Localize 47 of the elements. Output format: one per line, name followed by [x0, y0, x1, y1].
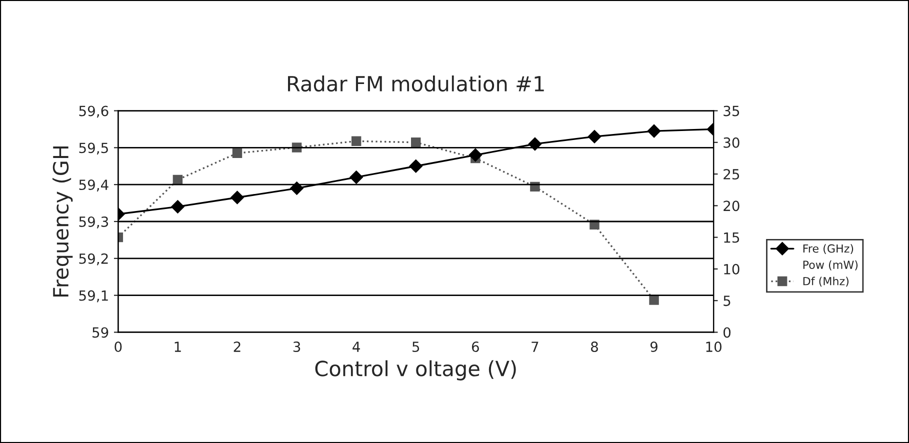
y2-tick-label: 25	[724, 169, 740, 180]
y-tick-label: 59,4	[79, 180, 108, 192]
y-tick-label: 59	[92, 327, 108, 338]
point	[351, 136, 362, 146]
y-tick-label: 59,1	[79, 290, 108, 302]
legend-label: Df (Mhz)	[803, 276, 848, 287]
y-tick-label: 59,2	[79, 253, 108, 266]
point	[528, 137, 542, 151]
point	[230, 190, 244, 204]
text: Pow (mW)	[803, 260, 858, 270]
x-tick-label: 2	[234, 342, 240, 352]
point	[649, 295, 659, 305]
y2-tick-label: 0	[724, 327, 731, 338]
y-tick-label: 59,6	[79, 106, 108, 118]
x-tick-label: 0	[114, 342, 122, 352]
y-axis-title: Frequency (GH	[52, 146, 73, 297]
y2-tick-label: 5	[724, 296, 730, 306]
x-tick-label: 6	[472, 342, 479, 352]
x-tick-label: 10	[706, 342, 722, 352]
x-axis-title: Control v oltage (V)	[315, 360, 516, 380]
x-tick-label: 9	[650, 342, 658, 352]
chart-title: Radar FM modulation #1	[288, 75, 544, 92]
y-tick-label: 59,5	[79, 142, 108, 155]
point	[468, 148, 482, 162]
x-tick-label: 1	[174, 342, 181, 352]
y2-tick-label: 35	[724, 106, 740, 116]
point	[411, 138, 421, 148]
point	[172, 174, 183, 185]
legend-label: Fre (GHz)	[803, 244, 854, 254]
x-tick-label: 4	[352, 342, 360, 352]
point	[590, 220, 600, 230]
x-tick-label: 8	[591, 342, 598, 352]
x-tick-label: 5	[412, 342, 420, 352]
y2-tick-label: 10	[724, 264, 740, 274]
point	[290, 182, 304, 195]
point	[232, 148, 242, 158]
point	[409, 160, 422, 173]
point	[588, 130, 602, 144]
point	[171, 200, 184, 214]
y-tick-label: 59,3	[79, 216, 108, 228]
point	[647, 124, 661, 138]
y2-tick-label: 15	[724, 232, 740, 243]
point	[350, 170, 363, 184]
y2-tick-label: 30	[724, 137, 740, 148]
x-tick-label: 3	[293, 342, 300, 352]
y2-tick-label: 20	[724, 200, 740, 212]
x-tick-label: 7	[532, 342, 538, 352]
